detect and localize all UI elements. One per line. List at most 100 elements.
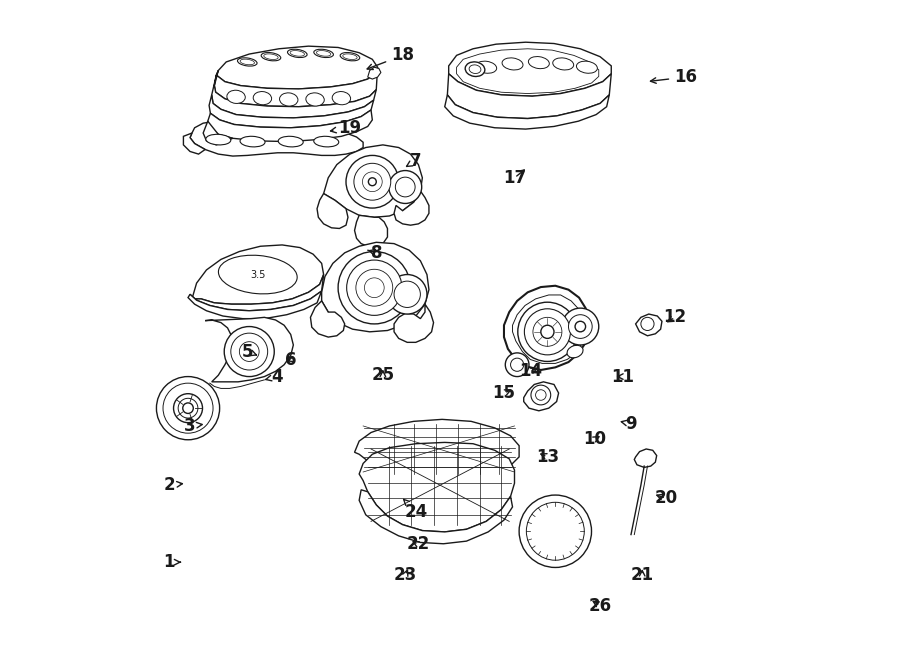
- Text: 22: 22: [407, 535, 430, 553]
- Circle shape: [525, 309, 571, 355]
- Ellipse shape: [314, 136, 338, 147]
- Polygon shape: [190, 121, 363, 156]
- Circle shape: [575, 321, 586, 332]
- Polygon shape: [634, 449, 657, 467]
- Circle shape: [363, 172, 382, 192]
- Polygon shape: [394, 304, 434, 342]
- Polygon shape: [359, 442, 515, 532]
- Circle shape: [183, 403, 194, 413]
- Ellipse shape: [287, 49, 307, 58]
- Circle shape: [536, 390, 546, 401]
- Circle shape: [518, 302, 577, 362]
- Ellipse shape: [502, 58, 523, 70]
- Ellipse shape: [567, 345, 583, 358]
- Text: 15: 15: [492, 384, 516, 402]
- Circle shape: [163, 383, 213, 433]
- Ellipse shape: [240, 59, 255, 65]
- Ellipse shape: [343, 54, 357, 59]
- Polygon shape: [359, 490, 512, 544]
- Circle shape: [368, 178, 376, 186]
- Ellipse shape: [240, 136, 265, 147]
- Ellipse shape: [332, 91, 351, 104]
- Text: 13: 13: [536, 448, 559, 466]
- Polygon shape: [355, 215, 388, 247]
- Circle shape: [533, 317, 562, 346]
- Ellipse shape: [528, 57, 549, 69]
- Circle shape: [569, 315, 592, 338]
- Ellipse shape: [290, 51, 304, 56]
- Ellipse shape: [469, 65, 481, 73]
- Polygon shape: [209, 95, 374, 128]
- Text: 8: 8: [368, 244, 382, 262]
- Polygon shape: [447, 74, 611, 118]
- Circle shape: [562, 308, 598, 345]
- Text: 10: 10: [583, 430, 607, 448]
- Polygon shape: [214, 67, 378, 106]
- Circle shape: [239, 342, 259, 362]
- Text: 16: 16: [651, 68, 698, 86]
- Circle shape: [356, 269, 392, 306]
- Circle shape: [230, 333, 267, 370]
- Text: 11: 11: [611, 368, 634, 385]
- Circle shape: [346, 155, 399, 208]
- Circle shape: [388, 274, 427, 314]
- Ellipse shape: [238, 58, 257, 66]
- Text: 3: 3: [184, 417, 202, 435]
- Polygon shape: [192, 245, 324, 304]
- Circle shape: [526, 502, 584, 561]
- Circle shape: [541, 325, 554, 338]
- Ellipse shape: [340, 52, 360, 61]
- Circle shape: [174, 394, 203, 422]
- Text: 19: 19: [330, 119, 362, 137]
- Ellipse shape: [280, 93, 298, 106]
- Circle shape: [510, 358, 524, 371]
- Text: 9: 9: [621, 415, 637, 433]
- Ellipse shape: [576, 61, 598, 73]
- Text: 24: 24: [403, 499, 427, 520]
- Polygon shape: [205, 317, 293, 382]
- Polygon shape: [203, 121, 233, 145]
- Text: 21: 21: [631, 566, 653, 584]
- Text: 23: 23: [393, 566, 417, 584]
- Circle shape: [338, 252, 410, 324]
- Ellipse shape: [314, 49, 333, 58]
- Ellipse shape: [553, 58, 573, 70]
- Text: 7: 7: [407, 151, 421, 170]
- Polygon shape: [445, 95, 609, 129]
- Circle shape: [394, 281, 420, 307]
- Ellipse shape: [264, 54, 278, 59]
- Polygon shape: [188, 291, 321, 319]
- Polygon shape: [216, 46, 378, 89]
- Text: 25: 25: [372, 366, 394, 384]
- Ellipse shape: [278, 136, 303, 147]
- Circle shape: [157, 377, 220, 440]
- Polygon shape: [524, 382, 559, 410]
- Polygon shape: [310, 301, 345, 337]
- Polygon shape: [449, 42, 611, 96]
- Circle shape: [389, 171, 422, 204]
- Polygon shape: [504, 286, 589, 370]
- Ellipse shape: [306, 93, 324, 106]
- Circle shape: [224, 327, 274, 377]
- Circle shape: [346, 260, 402, 315]
- Polygon shape: [355, 419, 519, 479]
- Text: 4: 4: [266, 368, 284, 385]
- Text: 18: 18: [367, 46, 414, 69]
- Text: 1: 1: [163, 553, 181, 571]
- Polygon shape: [368, 67, 381, 79]
- Text: 17: 17: [503, 169, 526, 187]
- Text: 5: 5: [241, 342, 256, 360]
- Circle shape: [395, 177, 415, 197]
- Circle shape: [178, 399, 198, 418]
- Polygon shape: [456, 49, 598, 94]
- Polygon shape: [190, 274, 324, 311]
- Circle shape: [519, 495, 591, 567]
- Ellipse shape: [465, 62, 485, 77]
- Text: 3.5: 3.5: [250, 270, 266, 280]
- Polygon shape: [394, 191, 429, 225]
- Polygon shape: [635, 314, 662, 336]
- Polygon shape: [321, 243, 429, 332]
- Circle shape: [505, 353, 529, 377]
- Ellipse shape: [227, 90, 246, 103]
- Ellipse shape: [219, 255, 297, 294]
